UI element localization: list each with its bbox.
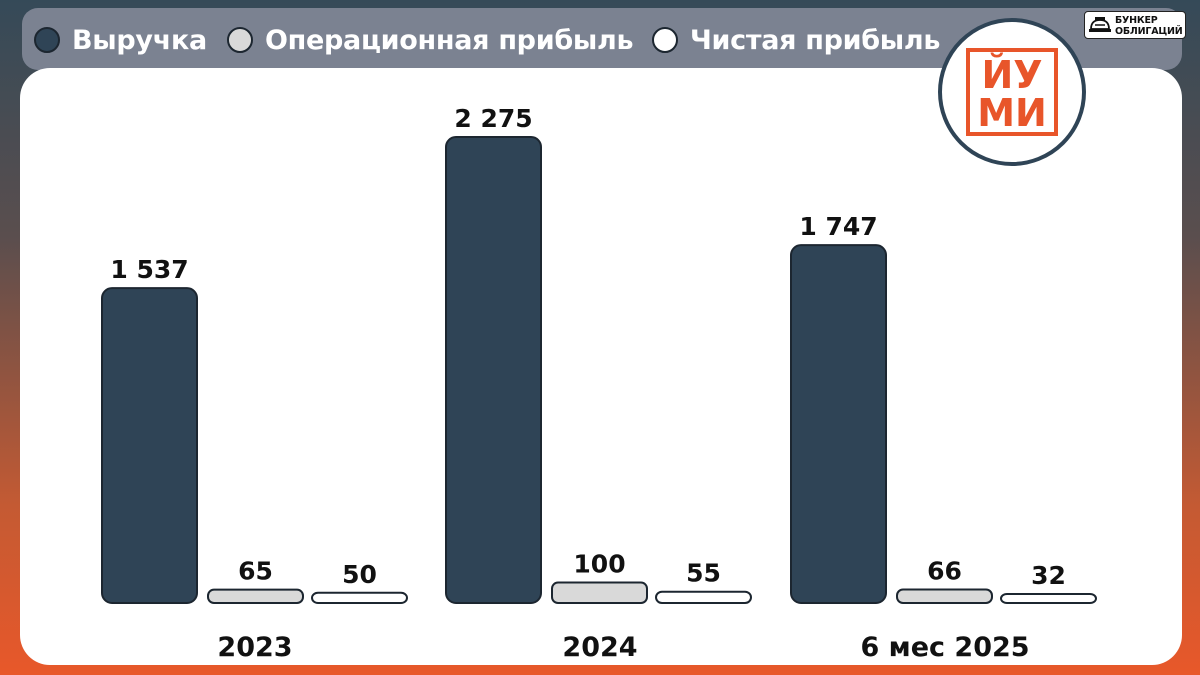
brand-badge: БУНКЕР ОБЛИГАЦИЙ <box>1084 11 1186 39</box>
data-label-net-profit-2024: 55 <box>686 559 721 588</box>
company-logo: ЙУ МИ <box>938 18 1086 166</box>
legend-label-revenue: Выручка <box>72 24 207 56</box>
data-label-revenue-2024: 2 275 <box>454 104 532 133</box>
logo-line-1: ЙУ <box>981 53 1042 97</box>
bar-operating-profit-2024 <box>551 581 648 604</box>
logo-mark: ЙУ МИ <box>966 48 1058 136</box>
bar-revenue-2024 <box>445 136 542 604</box>
legend-label-operating-profit: Операционная прибыль <box>265 24 634 56</box>
bar-operating-profit-2023 <box>207 588 304 605</box>
legend-item-operating-profit: Операционная прибыль <box>227 24 634 56</box>
chart-panel <box>20 68 1182 665</box>
data-label-net-profit-2023: 50 <box>342 560 377 589</box>
brand-line-1: БУНКЕР <box>1115 15 1158 26</box>
brand-line-2: ОБЛИГАЦИЙ <box>1115 26 1183 37</box>
bar-revenue-2023 <box>101 287 198 604</box>
legend-item-net-profit: Чистая прибыль <box>652 24 940 56</box>
legend-label-net-profit: Чистая прибыль <box>690 24 941 56</box>
legend-swatch-net-profit <box>652 27 678 53</box>
bar-operating-profit-6m-2025 <box>896 588 993 605</box>
bunker-icon <box>1089 17 1111 32</box>
bar-net-profit-2024 <box>655 590 752 605</box>
data-label-operating-profit-2024: 100 <box>573 550 625 579</box>
brand-name: БУНКЕР ОБЛИГАЦИЙ <box>1115 15 1183 37</box>
bar-revenue-6m-2025 <box>790 244 887 605</box>
data-label-operating-profit-2023: 65 <box>238 557 273 586</box>
x-tick-label-2023: 2023 <box>217 632 292 663</box>
x-tick-label-6m-2025: 6 мес 2025 <box>860 632 1029 663</box>
bar-net-profit-6m-2025 <box>1000 593 1097 604</box>
x-tick-label-2024: 2024 <box>562 632 637 663</box>
legend-swatch-revenue <box>34 27 60 53</box>
legend-item-revenue: Выручка <box>34 24 207 56</box>
logo-line-2: МИ <box>977 91 1047 135</box>
data-label-net-profit-6m-2025: 32 <box>1031 561 1066 590</box>
bar-net-profit-2023 <box>311 591 408 604</box>
data-label-operating-profit-6m-2025: 66 <box>927 556 962 585</box>
data-label-revenue-2023: 1 537 <box>110 255 188 284</box>
data-label-revenue-6m-2025: 1 747 <box>799 212 877 241</box>
legend-swatch-operating-profit <box>227 27 253 53</box>
